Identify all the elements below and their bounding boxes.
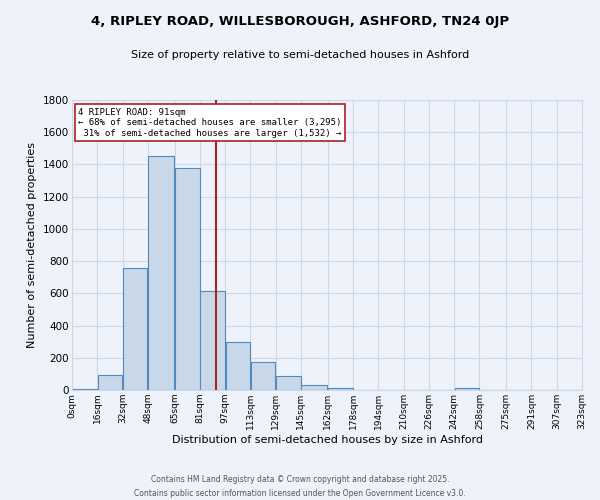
Bar bbox=[251, 362, 275, 390]
Bar bbox=[276, 376, 301, 390]
Text: 4 RIPLEY ROAD: 91sqm
← 68% of semi-detached houses are smaller (3,295)
 31% of s: 4 RIPLEY ROAD: 91sqm ← 68% of semi-detac… bbox=[79, 108, 341, 138]
Bar bbox=[301, 385, 328, 390]
Y-axis label: Number of semi-detached properties: Number of semi-detached properties bbox=[28, 142, 37, 348]
Bar bbox=[73, 389, 97, 390]
Bar bbox=[200, 291, 225, 390]
X-axis label: Distribution of semi-detached houses by size in Ashford: Distribution of semi-detached houses by … bbox=[172, 434, 482, 444]
Bar bbox=[328, 388, 353, 390]
Bar bbox=[148, 156, 174, 390]
Bar bbox=[175, 168, 199, 390]
Bar bbox=[226, 342, 250, 390]
Text: Size of property relative to semi-detached houses in Ashford: Size of property relative to semi-detach… bbox=[131, 50, 469, 60]
Text: 4, RIPLEY ROAD, WILLESBOROUGH, ASHFORD, TN24 0JP: 4, RIPLEY ROAD, WILLESBOROUGH, ASHFORD, … bbox=[91, 15, 509, 28]
Bar bbox=[123, 268, 148, 390]
Bar bbox=[455, 388, 479, 390]
Bar bbox=[98, 374, 122, 390]
Text: Contains HM Land Registry data © Crown copyright and database right 2025.
Contai: Contains HM Land Registry data © Crown c… bbox=[134, 476, 466, 498]
